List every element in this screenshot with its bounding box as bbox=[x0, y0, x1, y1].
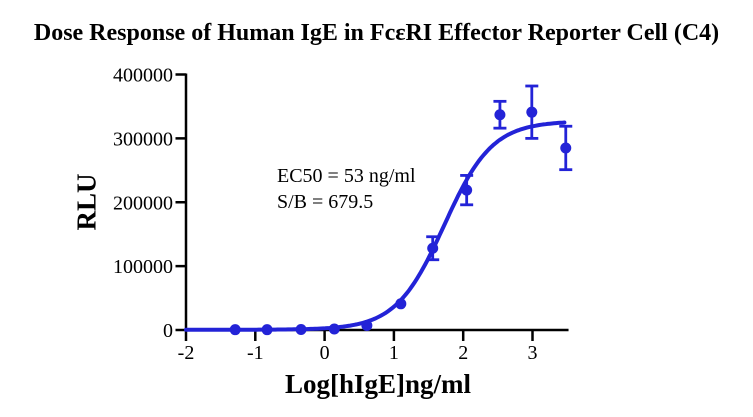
x-axis-title: Log[hIgE]ng/ml bbox=[284, 369, 472, 399]
x-tick-label: 0 bbox=[320, 342, 330, 364]
x-tick-label: -1 bbox=[247, 342, 264, 364]
data-point bbox=[494, 109, 506, 121]
fit-curve bbox=[184, 120, 567, 332]
y-tick-label: 200000 bbox=[113, 192, 173, 214]
data-point bbox=[295, 323, 307, 335]
y-tick-label: 0 bbox=[163, 320, 173, 342]
y-tick-label: 300000 bbox=[113, 128, 173, 150]
x-tick-label: 3 bbox=[528, 342, 538, 364]
y-tick-label: 100000 bbox=[113, 256, 173, 278]
data-point bbox=[361, 320, 373, 332]
data-point bbox=[560, 142, 572, 154]
data-point bbox=[229, 324, 241, 336]
data-point bbox=[427, 242, 439, 254]
x-tick-label: 2 bbox=[458, 342, 468, 364]
signal-background-annotation: S/B = 679.5 bbox=[277, 191, 374, 213]
x-tick-label: 1 bbox=[389, 342, 399, 364]
data-point bbox=[261, 324, 273, 336]
data-point bbox=[526, 106, 538, 118]
data-point bbox=[395, 298, 407, 310]
fit-annotation: EC50 = 53 ng/ml S/B = 679.5 bbox=[277, 163, 416, 215]
data-point bbox=[328, 323, 340, 335]
chart-title: Dose Response of Human IgE in FcεRI Effe… bbox=[33, 20, 720, 46]
y-tick-label: 400000 bbox=[113, 65, 173, 87]
ec50-annotation: EC50 = 53 ng/ml bbox=[277, 165, 416, 187]
data-point bbox=[461, 184, 473, 196]
y-axis-title: RLU bbox=[71, 173, 102, 231]
x-tick-label: -2 bbox=[178, 342, 195, 364]
